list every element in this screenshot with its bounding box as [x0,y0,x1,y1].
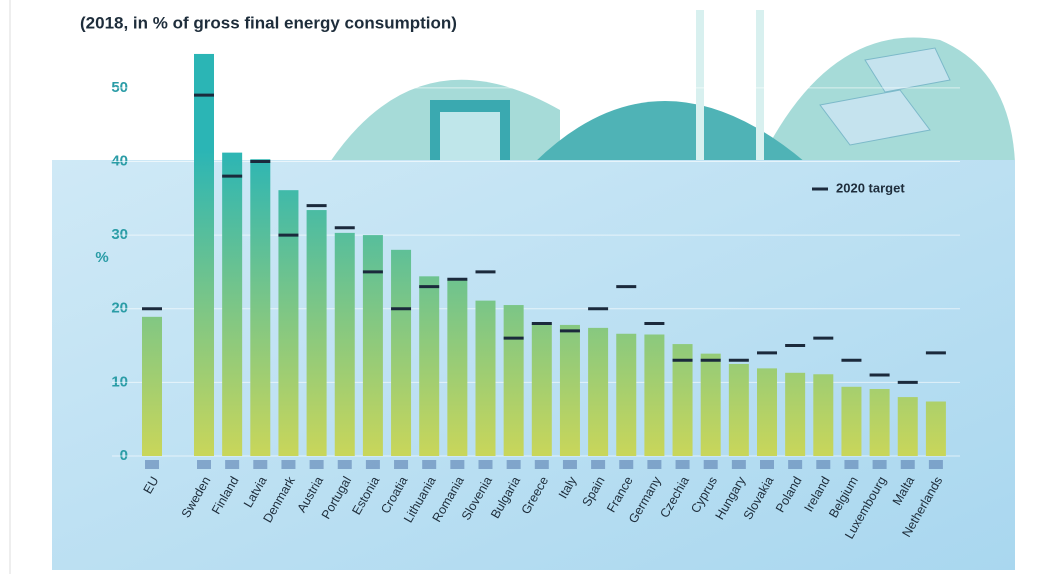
flag [478,460,493,469]
flag [225,460,240,469]
bar [616,333,637,456]
bar [559,324,580,456]
flag [731,460,746,469]
flag [816,460,831,469]
bar [813,374,834,456]
bar [672,344,693,456]
flag [197,460,211,469]
bar [841,386,862,456]
bar [588,327,609,456]
flag [844,460,859,469]
flag [760,460,774,469]
chart-title: (2018, in % of gross final energy consum… [80,13,457,32]
bar [897,397,918,456]
flag [619,460,634,469]
bar [447,280,468,456]
flag [506,460,521,469]
flag [253,460,268,469]
y-tick-label: 10 [111,373,128,390]
flag [647,460,662,469]
bar [644,334,665,456]
bar [531,323,552,456]
bar [785,372,806,456]
y-tick-label: 20 [111,300,128,317]
flag [562,460,577,469]
bar [222,152,243,457]
bar [757,368,777,456]
bar [362,235,383,456]
bar [419,276,440,456]
flag [145,460,159,469]
legend-label: 2020 target [836,180,905,195]
bar [250,159,271,456]
flag [872,460,887,469]
flag [365,460,380,469]
flag [534,460,549,469]
bar [391,249,412,456]
bar [142,316,162,456]
y-axis-label: % [95,249,108,266]
bar [306,210,327,456]
y-tick-label: 40 [111,152,128,169]
bar [700,353,721,456]
y-tick-label: 50 [111,79,128,96]
y-tick-label: 0 [120,447,128,464]
flag [900,460,915,469]
flag [394,460,409,469]
bar [334,232,355,456]
bar [869,388,890,456]
bar [728,363,749,456]
flag [337,460,352,469]
flag [281,460,296,469]
flag [675,460,690,469]
flag [422,460,437,469]
flag [450,460,465,469]
y-tick-label: 30 [111,226,128,243]
bar [194,53,214,456]
bar [503,305,524,456]
flag [788,460,803,469]
flag [591,460,606,469]
flag [928,460,943,469]
bar [278,190,299,456]
flag [703,460,718,469]
bar [925,401,946,456]
flag [309,460,324,469]
bar [475,300,496,456]
